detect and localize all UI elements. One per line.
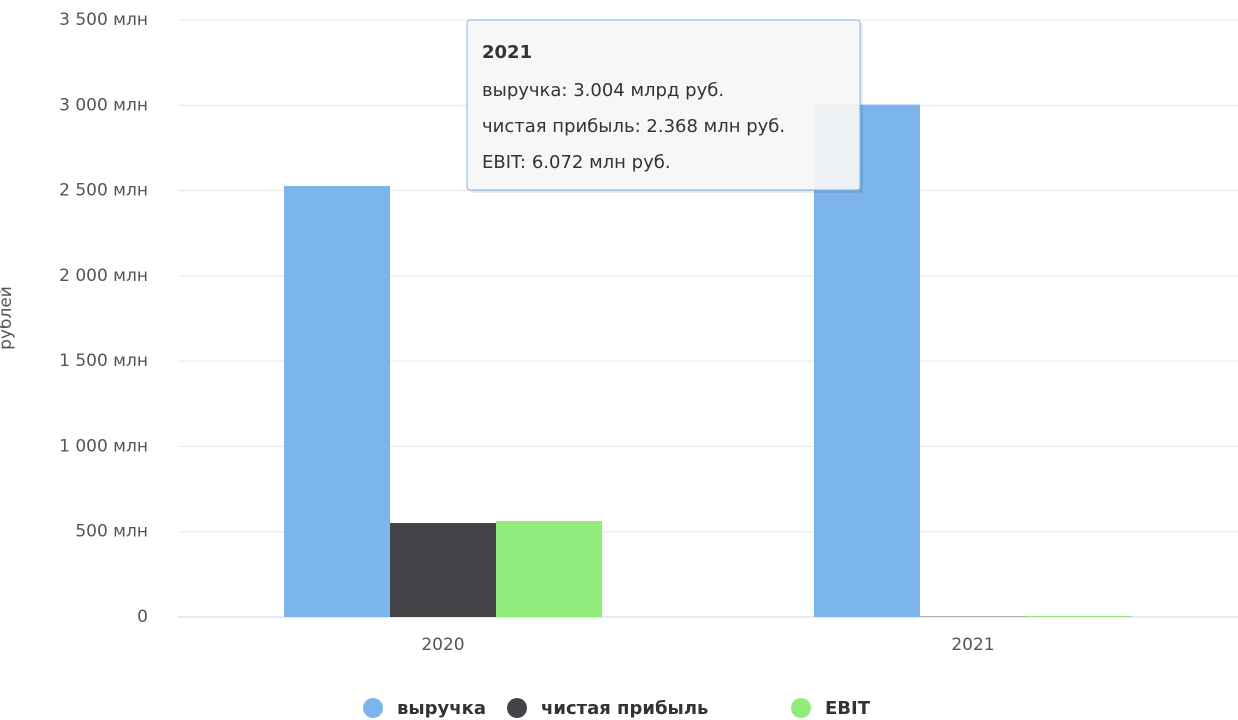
y-tick-label: 500 млн <box>75 522 148 542</box>
y-tick-label: 2 000 млн <box>59 266 148 286</box>
legend-label: чистая прибыль <box>541 698 708 719</box>
legend-label: выручка <box>397 698 486 719</box>
legend-marker <box>791 698 811 718</box>
y-tick-label: 1 000 млн <box>59 436 148 456</box>
bar <box>390 523 496 617</box>
tooltip-line: выручка: 3.004 млрд руб. <box>482 80 724 101</box>
legend-label: EBIT <box>825 698 871 719</box>
tooltip: 2021 выручка: 3.004 млрд руб. чистая прибы… <box>466 19 863 193</box>
y-tick-label: 0 <box>137 607 148 627</box>
y-tick-label: 3 000 млн <box>59 95 148 115</box>
bar <box>496 520 602 617</box>
legend-marker <box>507 698 527 718</box>
bar <box>1026 615 1132 617</box>
bar <box>284 185 390 617</box>
tooltip-line: EBIT: 6.072 млн руб. <box>482 152 671 173</box>
tooltip-box <box>466 19 861 191</box>
y-tick-label: 3 500 млн <box>59 10 148 30</box>
x-tick-label: 2020 <box>421 635 464 655</box>
tooltip-title: 2021 <box>482 42 532 63</box>
x-tick-label: 2021 <box>951 635 994 655</box>
legend-marker <box>363 698 383 718</box>
y-tick-label: 2 500 млн <box>59 181 148 201</box>
tooltip-line: чистая прибыль: 2.368 млн руб. <box>482 116 785 137</box>
y-tick-label: 1 500 млн <box>59 351 148 371</box>
y-axis-label: рублей <box>0 286 16 350</box>
